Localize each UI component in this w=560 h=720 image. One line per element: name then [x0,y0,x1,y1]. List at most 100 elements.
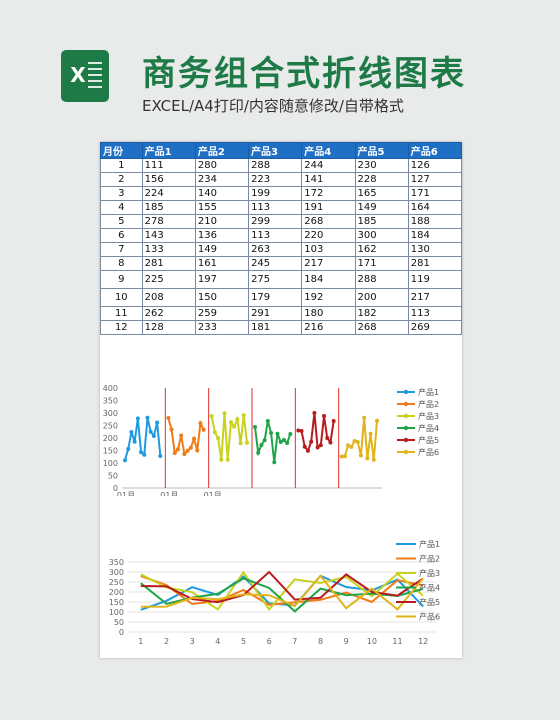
table-cell[interactable]: 182 [354,306,409,321]
table-cell[interactable]: 171 [407,186,463,201]
table-cell[interactable]: 113 [248,200,303,215]
table-cell[interactable]: 126 [407,158,463,173]
table-cell[interactable]: 233 [194,320,250,335]
table-cell[interactable]: 181 [248,320,303,335]
table-cell[interactable]: 223 [248,172,303,187]
y-tick-label: 400 [103,384,118,393]
table-row: 4 185 155 113 191 149 164 [100,200,463,215]
table-cell[interactable]: 172 [301,186,356,201]
table-cell[interactable]: 299 [248,214,303,229]
table-cell[interactable]: 224 [141,186,196,201]
table-cell[interactable]: 184 [407,228,463,243]
table-cell[interactable]: 185 [354,214,409,229]
table-row: 8 281 161 245 217 171 281 [100,256,463,271]
table-cell[interactable]: 220 [301,228,356,243]
table-cell[interactable]: 133 [141,242,196,257]
table-cell[interactable]: 149 [194,242,250,257]
table-cell[interactable]: 268 [301,214,356,229]
table-cell[interactable]: 291 [248,306,303,321]
table-cell[interactable]: 288 [354,270,409,289]
table-cell[interactable]: 4 [100,200,143,215]
panel-line-chart[interactable]: 0 50 100 150 200 250 300 350 400 01月 01月 01月 产品1 产品2 产… [100,348,462,496]
table-cell[interactable]: 164 [407,200,463,215]
table-cell[interactable]: 10 [100,288,143,307]
legend-marker [403,425,409,431]
table-cell[interactable]: 188 [407,214,463,229]
legend-marker [403,449,409,455]
table-cell[interactable]: 245 [248,256,303,271]
table-cell[interactable]: 8 [100,256,143,271]
data-point [212,430,217,435]
table-cell[interactable]: 12 [100,320,143,335]
table-cell[interactable]: 113 [248,228,303,243]
table-cell[interactable]: 161 [194,256,250,271]
table-cell[interactable]: 179 [248,288,303,307]
table-cell[interactable]: 228 [354,172,409,187]
table-cell[interactable]: 1 [100,158,143,173]
table-cell[interactable]: 210 [194,214,250,229]
table-cell[interactable]: 6 [100,228,143,243]
table-cell[interactable]: 268 [354,320,409,335]
panel-line-chart-svg[interactable]: 0 50 100 150 200 250 300 350 400 01月 01月 01月 产品1 产品2 产… [100,348,462,496]
table-cell[interactable]: 127 [407,172,463,187]
table-cell[interactable]: 150 [194,288,250,307]
table-cell[interactable]: 278 [141,214,196,229]
table-cell[interactable]: 217 [301,256,356,271]
table-cell[interactable]: 200 [354,288,409,307]
table-cell[interactable]: 288 [248,158,303,173]
table-cell[interactable]: 208 [141,288,196,307]
table-cell[interactable]: 155 [194,200,250,215]
table-cell[interactable]: 111 [141,158,196,173]
y-tick-label: 200 [109,588,124,597]
table-cell[interactable]: 269 [407,320,463,335]
table-cell[interactable]: 2 [100,172,143,187]
table-cell[interactable]: 180 [301,306,356,321]
data-point [232,424,237,429]
overlay-line-chart[interactable]: 0 50 100 150 200 250 300 350 1 2 3 4 5 6 7 8 9 10 11 12 产品1 产… [100,512,462,658]
table-cell[interactable]: 156 [141,172,196,187]
table-cell[interactable]: 7 [100,242,143,257]
table-cell[interactable]: 140 [194,186,250,201]
table-cell[interactable]: 281 [141,256,196,271]
table-cell[interactable]: 149 [354,200,409,215]
table-cell[interactable]: 280 [194,158,250,173]
table-cell[interactable]: 197 [194,270,250,289]
table-cell[interactable]: 11 [100,306,143,321]
table-cell[interactable]: 191 [301,200,356,215]
table-cell[interactable]: 225 [141,270,196,289]
table-cell[interactable]: 275 [248,270,303,289]
table-cell[interactable]: 171 [354,256,409,271]
table-cell[interactable]: 281 [407,256,463,271]
table-cell[interactable]: 263 [248,242,303,257]
table-cell[interactable]: 185 [141,200,196,215]
table-cell[interactable]: 199 [248,186,303,201]
table-cell[interactable]: 103 [301,242,356,257]
table-cell[interactable]: 184 [301,270,356,289]
table-cell[interactable]: 128 [141,320,196,335]
table-cell[interactable]: 300 [354,228,409,243]
table-cell[interactable]: 136 [194,228,250,243]
table-cell[interactable]: 162 [354,242,409,257]
table-cell[interactable]: 262 [141,306,196,321]
table-cell[interactable]: 234 [194,172,250,187]
data-point [179,433,184,438]
data-point [175,447,180,452]
table-cell[interactable]: 230 [354,158,409,173]
table-cell[interactable]: 143 [141,228,196,243]
table-cell[interactable]: 217 [407,288,463,307]
table-cell[interactable]: 9 [100,270,143,289]
table-cell[interactable]: 5 [100,214,143,229]
table-cell[interactable]: 113 [407,306,463,321]
table-cell[interactable]: 192 [301,288,356,307]
data-point [219,457,224,462]
table-cell[interactable]: 3 [100,186,143,201]
table-cell[interactable]: 141 [301,172,356,187]
table-cell[interactable]: 259 [194,306,250,321]
table-cell[interactable]: 216 [301,320,356,335]
table-cell[interactable]: 165 [354,186,409,201]
table-cell[interactable]: 244 [301,158,356,173]
table-cell[interactable]: 119 [407,270,463,289]
table-cell[interactable]: 130 [407,242,463,257]
data-point [155,420,160,425]
